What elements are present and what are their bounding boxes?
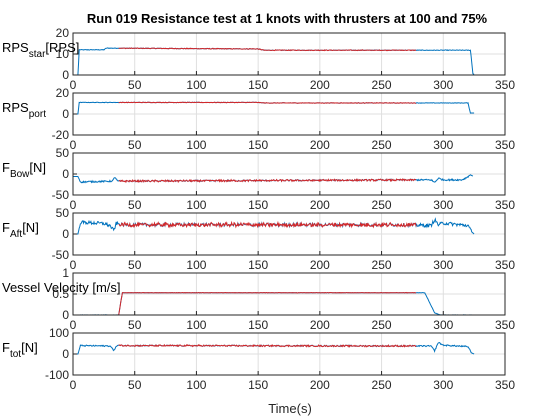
x-tick-label: 300 — [433, 258, 453, 272]
y-tick-label: -20 — [52, 128, 70, 142]
x-tick-label: 150 — [248, 78, 268, 92]
x-tick-label: 100 — [186, 258, 206, 272]
y-tick-label: 0.5 — [52, 287, 69, 301]
y-axis-label: RPSport — [2, 100, 46, 120]
x-tick-label: 100 — [186, 378, 206, 392]
x-tick-label: 250 — [372, 138, 392, 152]
x-tick-label: 50 — [128, 258, 142, 272]
x-tick-label: 350 — [495, 138, 515, 152]
y-tick-label: 0 — [62, 107, 69, 121]
chart-title: Run 019 Resistance test at 1 knots with … — [87, 11, 488, 26]
x-tick-label: 200 — [310, 78, 330, 92]
x-tick-label: 350 — [495, 318, 515, 332]
y-tick-label: 50 — [56, 146, 70, 160]
y-tick-label: 10 — [56, 47, 70, 61]
x-tick-label: 150 — [248, 318, 268, 332]
x-tick-label: 200 — [310, 138, 330, 152]
x-tick-label: 200 — [310, 258, 330, 272]
y-tick-label: 0 — [62, 167, 69, 181]
x-tick-label: 350 — [495, 78, 515, 92]
y-tick-label: 20 — [56, 26, 70, 40]
series-line-steady-window — [118, 343, 417, 348]
x-tick-label: 350 — [495, 198, 515, 212]
x-tick-label: 300 — [433, 378, 453, 392]
y-tick-label: 1 — [62, 266, 69, 280]
y-tick-label: 0 — [62, 347, 69, 361]
series-line-full-run — [73, 342, 475, 355]
series-line-steady-window — [118, 178, 417, 184]
y-tick-label: -50 — [52, 248, 70, 262]
y-tick-label: 20 — [56, 86, 70, 100]
y-tick-label: 0 — [62, 227, 69, 241]
x-tick-label: 250 — [372, 78, 392, 92]
x-tick-label: 50 — [128, 198, 142, 212]
x-tick-label: 100 — [186, 198, 206, 212]
y-tick-label: 0 — [62, 308, 69, 322]
x-tick-label: 50 — [128, 318, 142, 332]
x-tick-label: 200 — [310, 318, 330, 332]
y-axis-label: Ftot[N] — [2, 340, 38, 360]
y-tick-label: 0 — [62, 68, 69, 82]
x-tick-label: 350 — [495, 378, 515, 392]
x-axis-label: Time(s) — [268, 401, 312, 416]
y-axis-label: Vessel Velocity [m/s] — [2, 280, 121, 295]
x-tick-label: 100 — [186, 318, 206, 332]
series-line-full-run — [73, 101, 475, 115]
x-tick-label: 0 — [70, 138, 77, 152]
panel-vessel-velocity: 0 0.5 1 0 50 100 150 200 250 300 350 Vessel Velocit… — [2, 266, 515, 332]
y-axis-label: RPSstar[RPS] — [2, 40, 79, 60]
x-tick-label: 100 — [186, 78, 206, 92]
x-tick-label: 250 — [372, 378, 392, 392]
x-tick-label: 0 — [70, 198, 77, 212]
x-tick-label: 50 — [128, 138, 142, 152]
x-tick-label: 0 — [70, 318, 77, 332]
y-tick-label: -100 — [45, 368, 69, 382]
series-line-steady-window — [118, 47, 417, 52]
y-axis-label: FAft[N] — [2, 220, 39, 240]
y-tick-label: 50 — [56, 206, 70, 220]
series-line-full-run — [73, 47, 475, 76]
x-tick-label: 300 — [433, 138, 453, 152]
y-axis-label: FBow[N] — [2, 160, 46, 180]
series-line-steady-window — [118, 291, 417, 315]
x-tick-label: 350 — [495, 258, 515, 272]
x-tick-label: 150 — [248, 198, 268, 212]
series-line-full-run — [73, 174, 474, 184]
x-tick-label: 50 — [128, 78, 142, 92]
x-tick-label: 200 — [310, 378, 330, 392]
x-tick-label: 250 — [372, 198, 392, 212]
x-tick-label: 0 — [70, 258, 77, 272]
x-tick-label: 100 — [186, 138, 206, 152]
x-tick-label: 250 — [372, 318, 392, 332]
x-tick-label: 200 — [310, 198, 330, 212]
x-tick-label: 300 — [433, 198, 453, 212]
y-tick-label: 100 — [49, 326, 69, 340]
series-line-full-run — [73, 292, 475, 316]
x-tick-label: 300 — [433, 78, 453, 92]
x-tick-label: 50 — [128, 378, 142, 392]
x-tick-label: 150 — [248, 138, 268, 152]
x-tick-label: 150 — [248, 258, 268, 272]
x-tick-label: 0 — [70, 78, 77, 92]
x-tick-label: 250 — [372, 258, 392, 272]
x-tick-label: 300 — [433, 318, 453, 332]
y-tick-label: -50 — [52, 188, 70, 202]
x-tick-label: 0 — [70, 378, 77, 392]
x-tick-label: 150 — [248, 378, 268, 392]
series-line-steady-window — [118, 220, 417, 229]
series-line-steady-window — [118, 101, 417, 104]
